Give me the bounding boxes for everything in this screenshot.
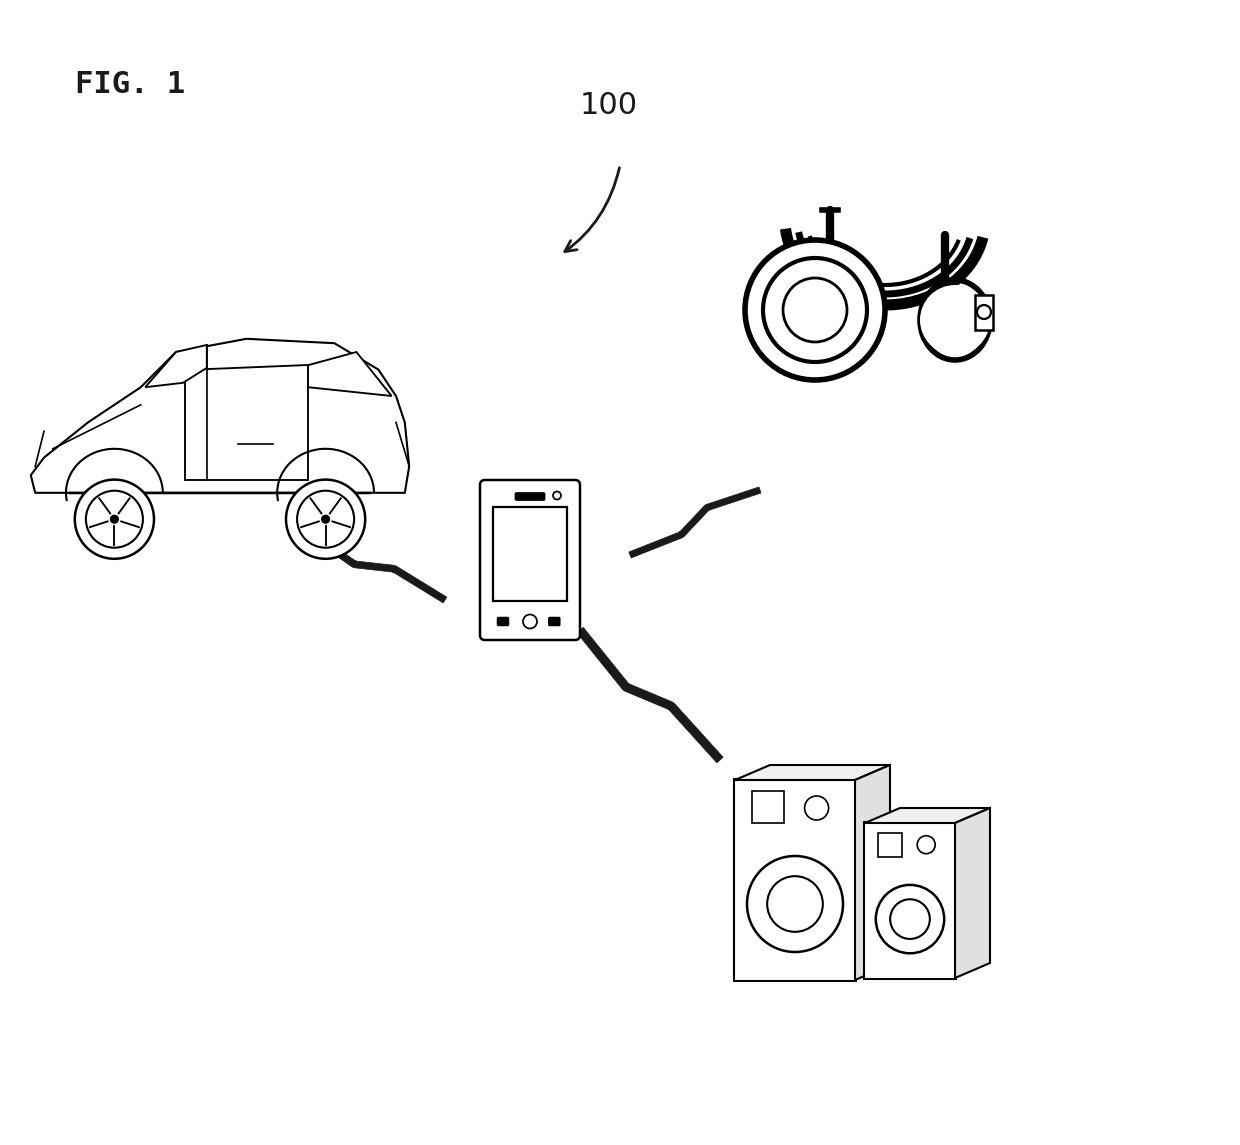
FancyBboxPatch shape — [516, 493, 544, 500]
Circle shape — [768, 876, 823, 932]
FancyBboxPatch shape — [878, 832, 901, 856]
Circle shape — [977, 305, 991, 319]
Polygon shape — [303, 527, 446, 603]
FancyArrowPatch shape — [564, 167, 620, 252]
Circle shape — [298, 491, 355, 547]
Circle shape — [74, 480, 154, 559]
Circle shape — [782, 278, 847, 342]
Circle shape — [875, 885, 944, 954]
Text: FIG. 1: FIG. 1 — [74, 70, 185, 98]
Text: 100: 100 — [580, 90, 639, 120]
FancyBboxPatch shape — [480, 480, 580, 640]
Circle shape — [746, 856, 843, 951]
Circle shape — [86, 491, 143, 547]
Polygon shape — [185, 365, 308, 480]
Polygon shape — [629, 487, 761, 558]
Polygon shape — [735, 765, 890, 780]
Circle shape — [745, 240, 885, 380]
FancyBboxPatch shape — [864, 822, 956, 979]
Polygon shape — [308, 352, 392, 396]
FancyBboxPatch shape — [751, 791, 784, 823]
Polygon shape — [856, 765, 890, 980]
Circle shape — [918, 836, 935, 854]
FancyBboxPatch shape — [549, 617, 559, 625]
FancyBboxPatch shape — [734, 779, 856, 981]
Polygon shape — [955, 808, 990, 978]
Circle shape — [523, 615, 537, 629]
Polygon shape — [145, 345, 207, 387]
Polygon shape — [31, 339, 409, 492]
Circle shape — [920, 285, 990, 355]
Circle shape — [763, 258, 867, 362]
Circle shape — [553, 491, 560, 499]
Circle shape — [110, 515, 118, 523]
Circle shape — [805, 796, 828, 820]
Polygon shape — [975, 295, 993, 330]
Polygon shape — [866, 808, 990, 823]
FancyBboxPatch shape — [494, 507, 567, 601]
Circle shape — [286, 480, 366, 559]
Circle shape — [321, 515, 330, 523]
FancyBboxPatch shape — [497, 617, 508, 625]
Circle shape — [890, 899, 930, 939]
Polygon shape — [577, 627, 723, 763]
